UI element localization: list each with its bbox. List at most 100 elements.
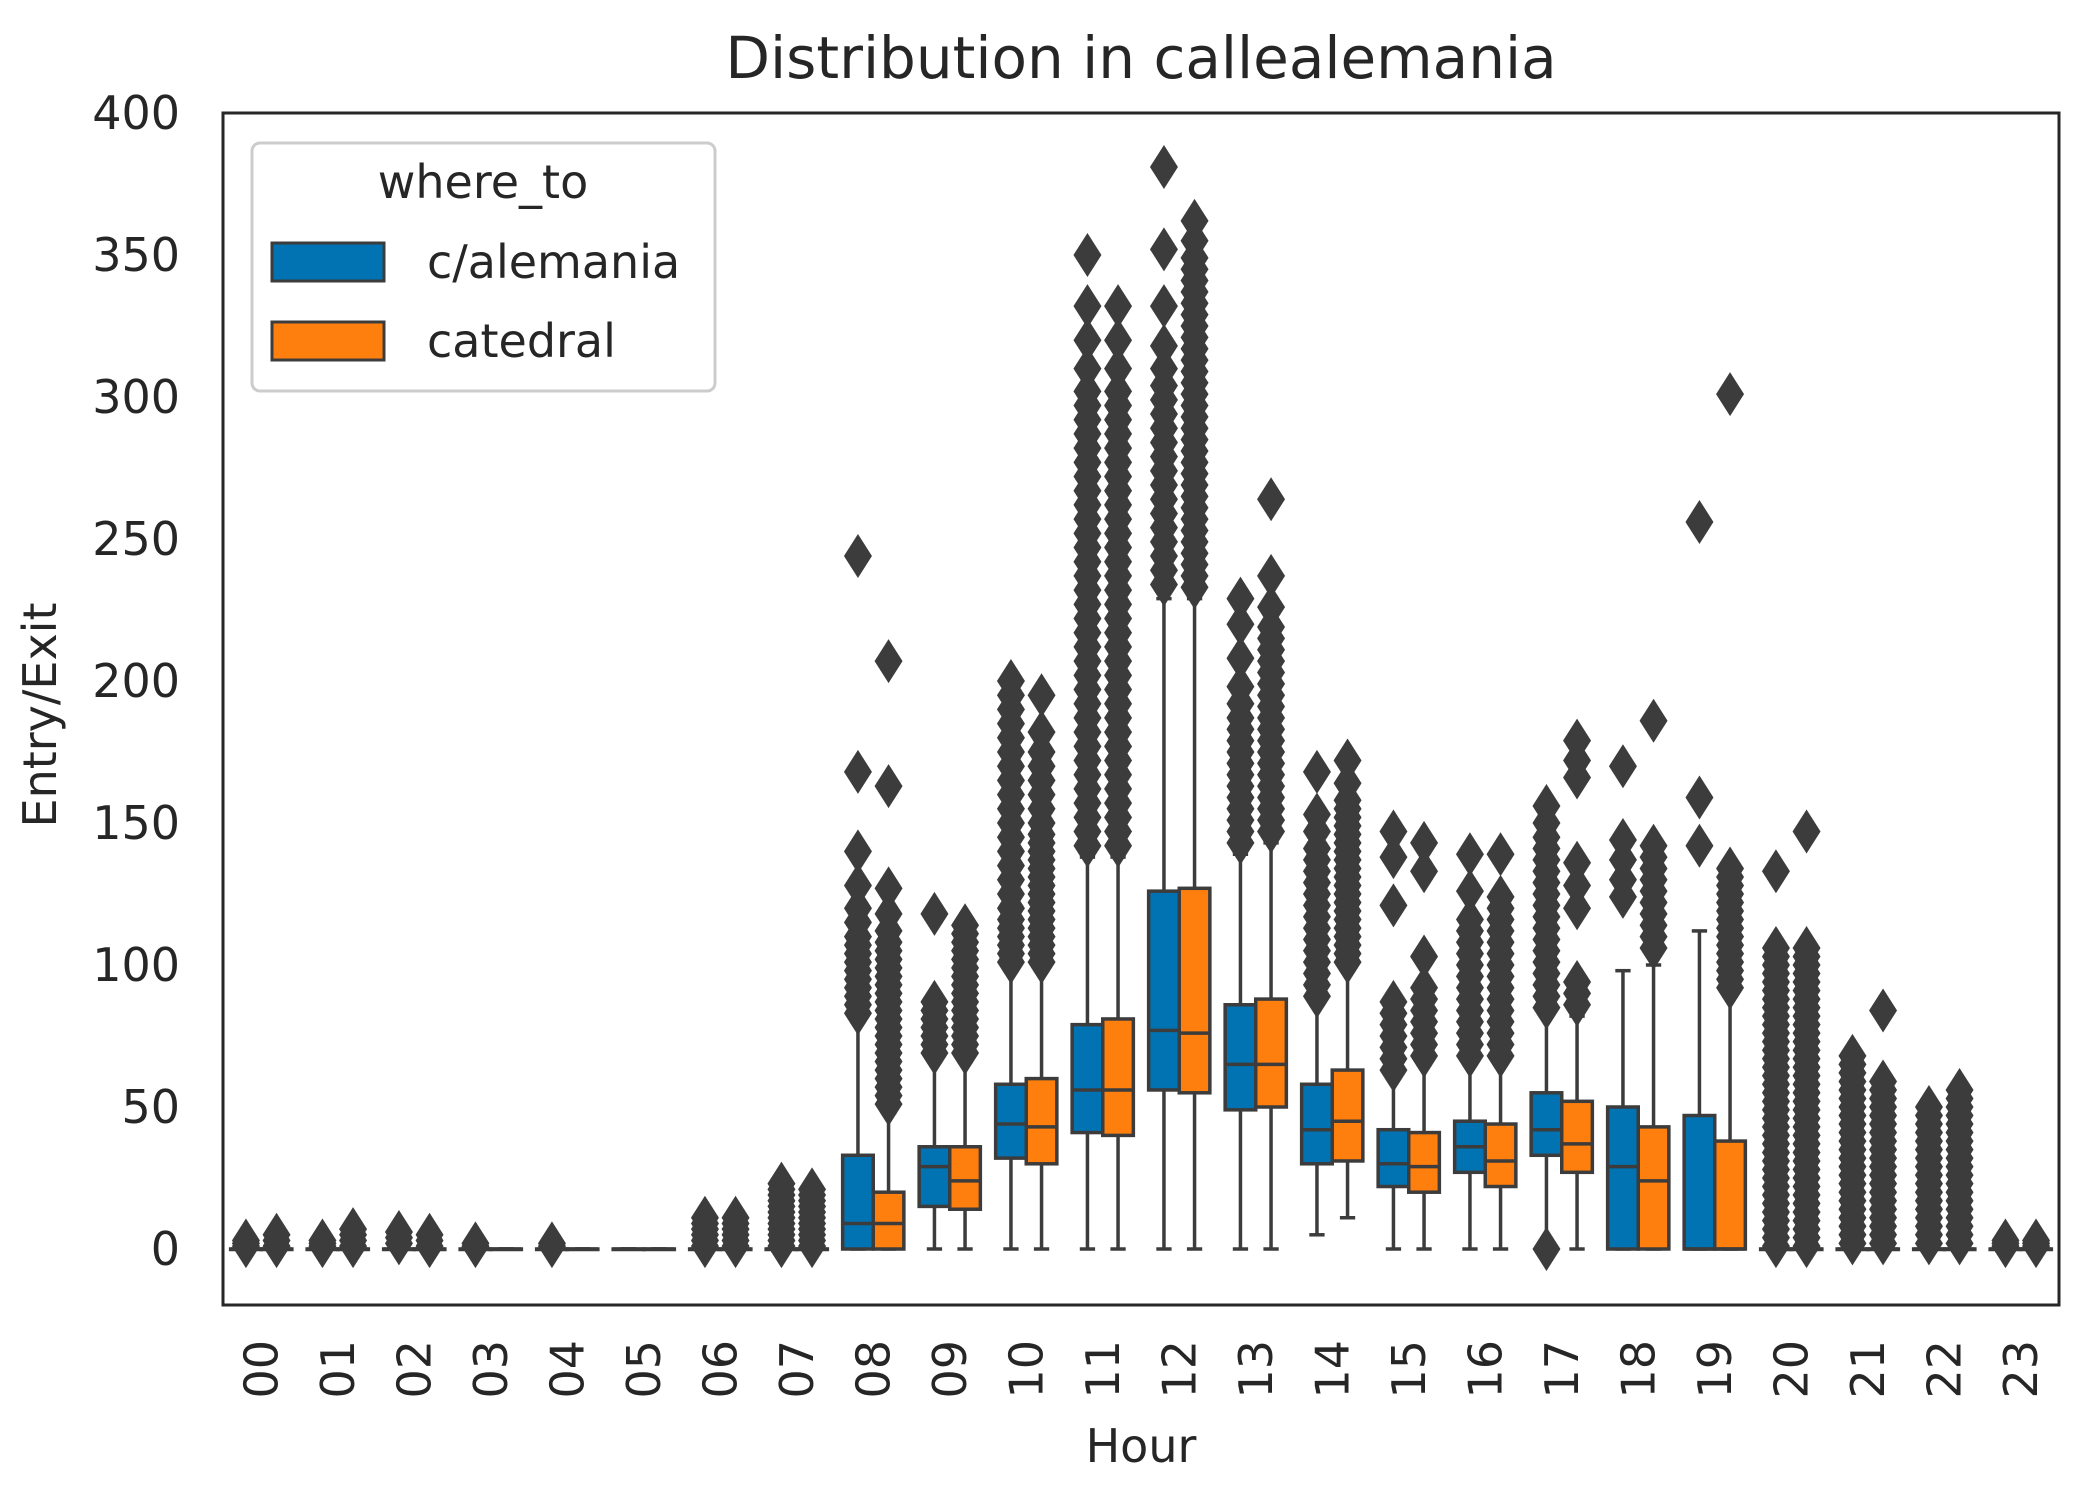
box-c-alemania-15 <box>1376 809 1411 1251</box>
flier-point <box>1302 792 1331 837</box>
x-tick-label: 21 <box>1841 1340 1895 1399</box>
flier-point <box>1761 849 1790 894</box>
legend: where_to c/alemania catedral <box>250 141 717 393</box>
x-tick-label: 14 <box>1305 1340 1359 1399</box>
iqr-box <box>1024 1076 1059 1166</box>
iqr-box <box>1483 1122 1518 1189</box>
flier-point <box>1149 227 1178 272</box>
flier-point <box>1333 738 1362 783</box>
flier-point <box>920 979 949 1024</box>
box-catedral-15 <box>1407 820 1442 1251</box>
iqr-box <box>871 1190 906 1251</box>
x-tick-label: 07 <box>770 1340 824 1399</box>
box-catedral-06 <box>718 1195 753 1269</box>
flier-point <box>1563 863 1592 908</box>
x-axis-ticks: 00 01 02 03 04 05 06 07 08 09 10 11 12 13 14 15 16 17 18 19… <box>234 1340 2048 1399</box>
x-tick-label: 19 <box>1688 1340 1742 1399</box>
box-c-alemania-10 <box>993 659 1029 1251</box>
flier-point <box>1716 372 1745 417</box>
flier-point <box>1761 925 1790 970</box>
box-c-alemania-14 <box>1299 749 1335 1237</box>
flier-point <box>1563 840 1592 885</box>
flier-point <box>874 764 903 809</box>
flier-point <box>1257 553 1286 598</box>
flier-point <box>2022 1218 2051 1263</box>
box-catedral-02 <box>412 1212 447 1269</box>
iqr-box <box>917 1145 952 1209</box>
legend-label-catedral: catedral <box>427 314 616 368</box>
box-c-alemania-02 <box>381 1209 416 1266</box>
x-tick-label: 17 <box>1535 1340 1589 1399</box>
flier-point <box>1563 960 1592 1005</box>
box-c-alemania-03 <box>458 1221 493 1269</box>
flier-point <box>461 1221 490 1266</box>
flier-point <box>920 891 949 936</box>
plot-area <box>228 144 2054 1271</box>
flier-point <box>384 1209 413 1254</box>
legend-swatch-catedral <box>270 320 386 362</box>
box-catedral-09 <box>948 903 983 1251</box>
flier-point <box>415 1212 444 1257</box>
flier-point <box>1149 323 1178 368</box>
x-tick-label: 11 <box>1076 1340 1130 1399</box>
flier-point <box>1563 886 1592 931</box>
x-tick-label: 20 <box>1764 1340 1818 1399</box>
box-c-alemania-05 <box>611 1247 646 1252</box>
x-tick-label: 15 <box>1382 1340 1436 1399</box>
iqr-box <box>948 1145 983 1211</box>
box-catedral-23 <box>2019 1218 2054 1269</box>
x-tick-label: 18 <box>1611 1340 1665 1399</box>
flier-point <box>798 1167 827 1212</box>
iqr-box <box>1254 997 1289 1109</box>
iqr-box <box>1682 1113 1717 1251</box>
x-tick-label: 05 <box>617 1340 671 1399</box>
flier-point <box>1379 883 1408 928</box>
flier-point <box>843 749 872 794</box>
box-c-alemania-07 <box>764 1161 799 1269</box>
flier-point <box>1532 783 1561 828</box>
box-c-alemania-00 <box>228 1218 263 1269</box>
box-catedral-16 <box>1483 832 1518 1251</box>
flier-point <box>231 1218 260 1263</box>
x-tick-label: 13 <box>1229 1340 1283 1399</box>
y-tick-label: 300 <box>92 370 180 424</box>
box-catedral-03 <box>489 1247 524 1252</box>
iqr-box <box>1605 1105 1641 1251</box>
flier-point <box>1257 585 1286 630</box>
box-c-alemania-06 <box>687 1195 723 1269</box>
box-catedral-20 <box>1789 809 1824 1269</box>
x-tick-label: 04 <box>540 1340 594 1399</box>
flier-point <box>874 891 903 936</box>
box-catedral-22 <box>1942 1067 1977 1266</box>
flier-point <box>1410 849 1439 894</box>
iqr-box <box>1529 1091 1564 1158</box>
x-tick-label: 02 <box>387 1340 441 1399</box>
y-tick-label: 400 <box>92 86 180 140</box>
iqr-box <box>1146 889 1182 1092</box>
box-catedral-05 <box>642 1247 677 1252</box>
box-catedral-17 <box>1560 718 1595 1251</box>
flier-point <box>1257 477 1286 522</box>
box-c-alemania-23 <box>1988 1218 2023 1269</box>
flier-point <box>1685 775 1714 820</box>
flier-point <box>1869 988 1898 1033</box>
box-c-alemania-21 <box>1835 1033 1870 1266</box>
box-catedral-04 <box>565 1247 600 1252</box>
iqr-box <box>840 1153 876 1251</box>
box-catedral-01 <box>336 1207 371 1269</box>
flier-point <box>843 829 872 874</box>
x-tick-label: 23 <box>1994 1340 2048 1399</box>
box-c-alemania-20 <box>1758 849 1794 1269</box>
box-catedral-00 <box>259 1212 294 1269</box>
iqr-box <box>1560 1099 1595 1175</box>
flier-point <box>1410 934 1439 979</box>
box-catedral-12 <box>1177 198 1212 1251</box>
flier-point <box>874 639 903 684</box>
flier-point <box>843 534 872 579</box>
flier-point <box>1379 809 1408 854</box>
flier-point <box>1149 144 1178 189</box>
flier-point <box>1073 318 1102 363</box>
box-c-alemania-09 <box>917 891 952 1251</box>
box-c-alemania-18 <box>1605 744 1641 1251</box>
flier-point <box>1685 499 1714 544</box>
